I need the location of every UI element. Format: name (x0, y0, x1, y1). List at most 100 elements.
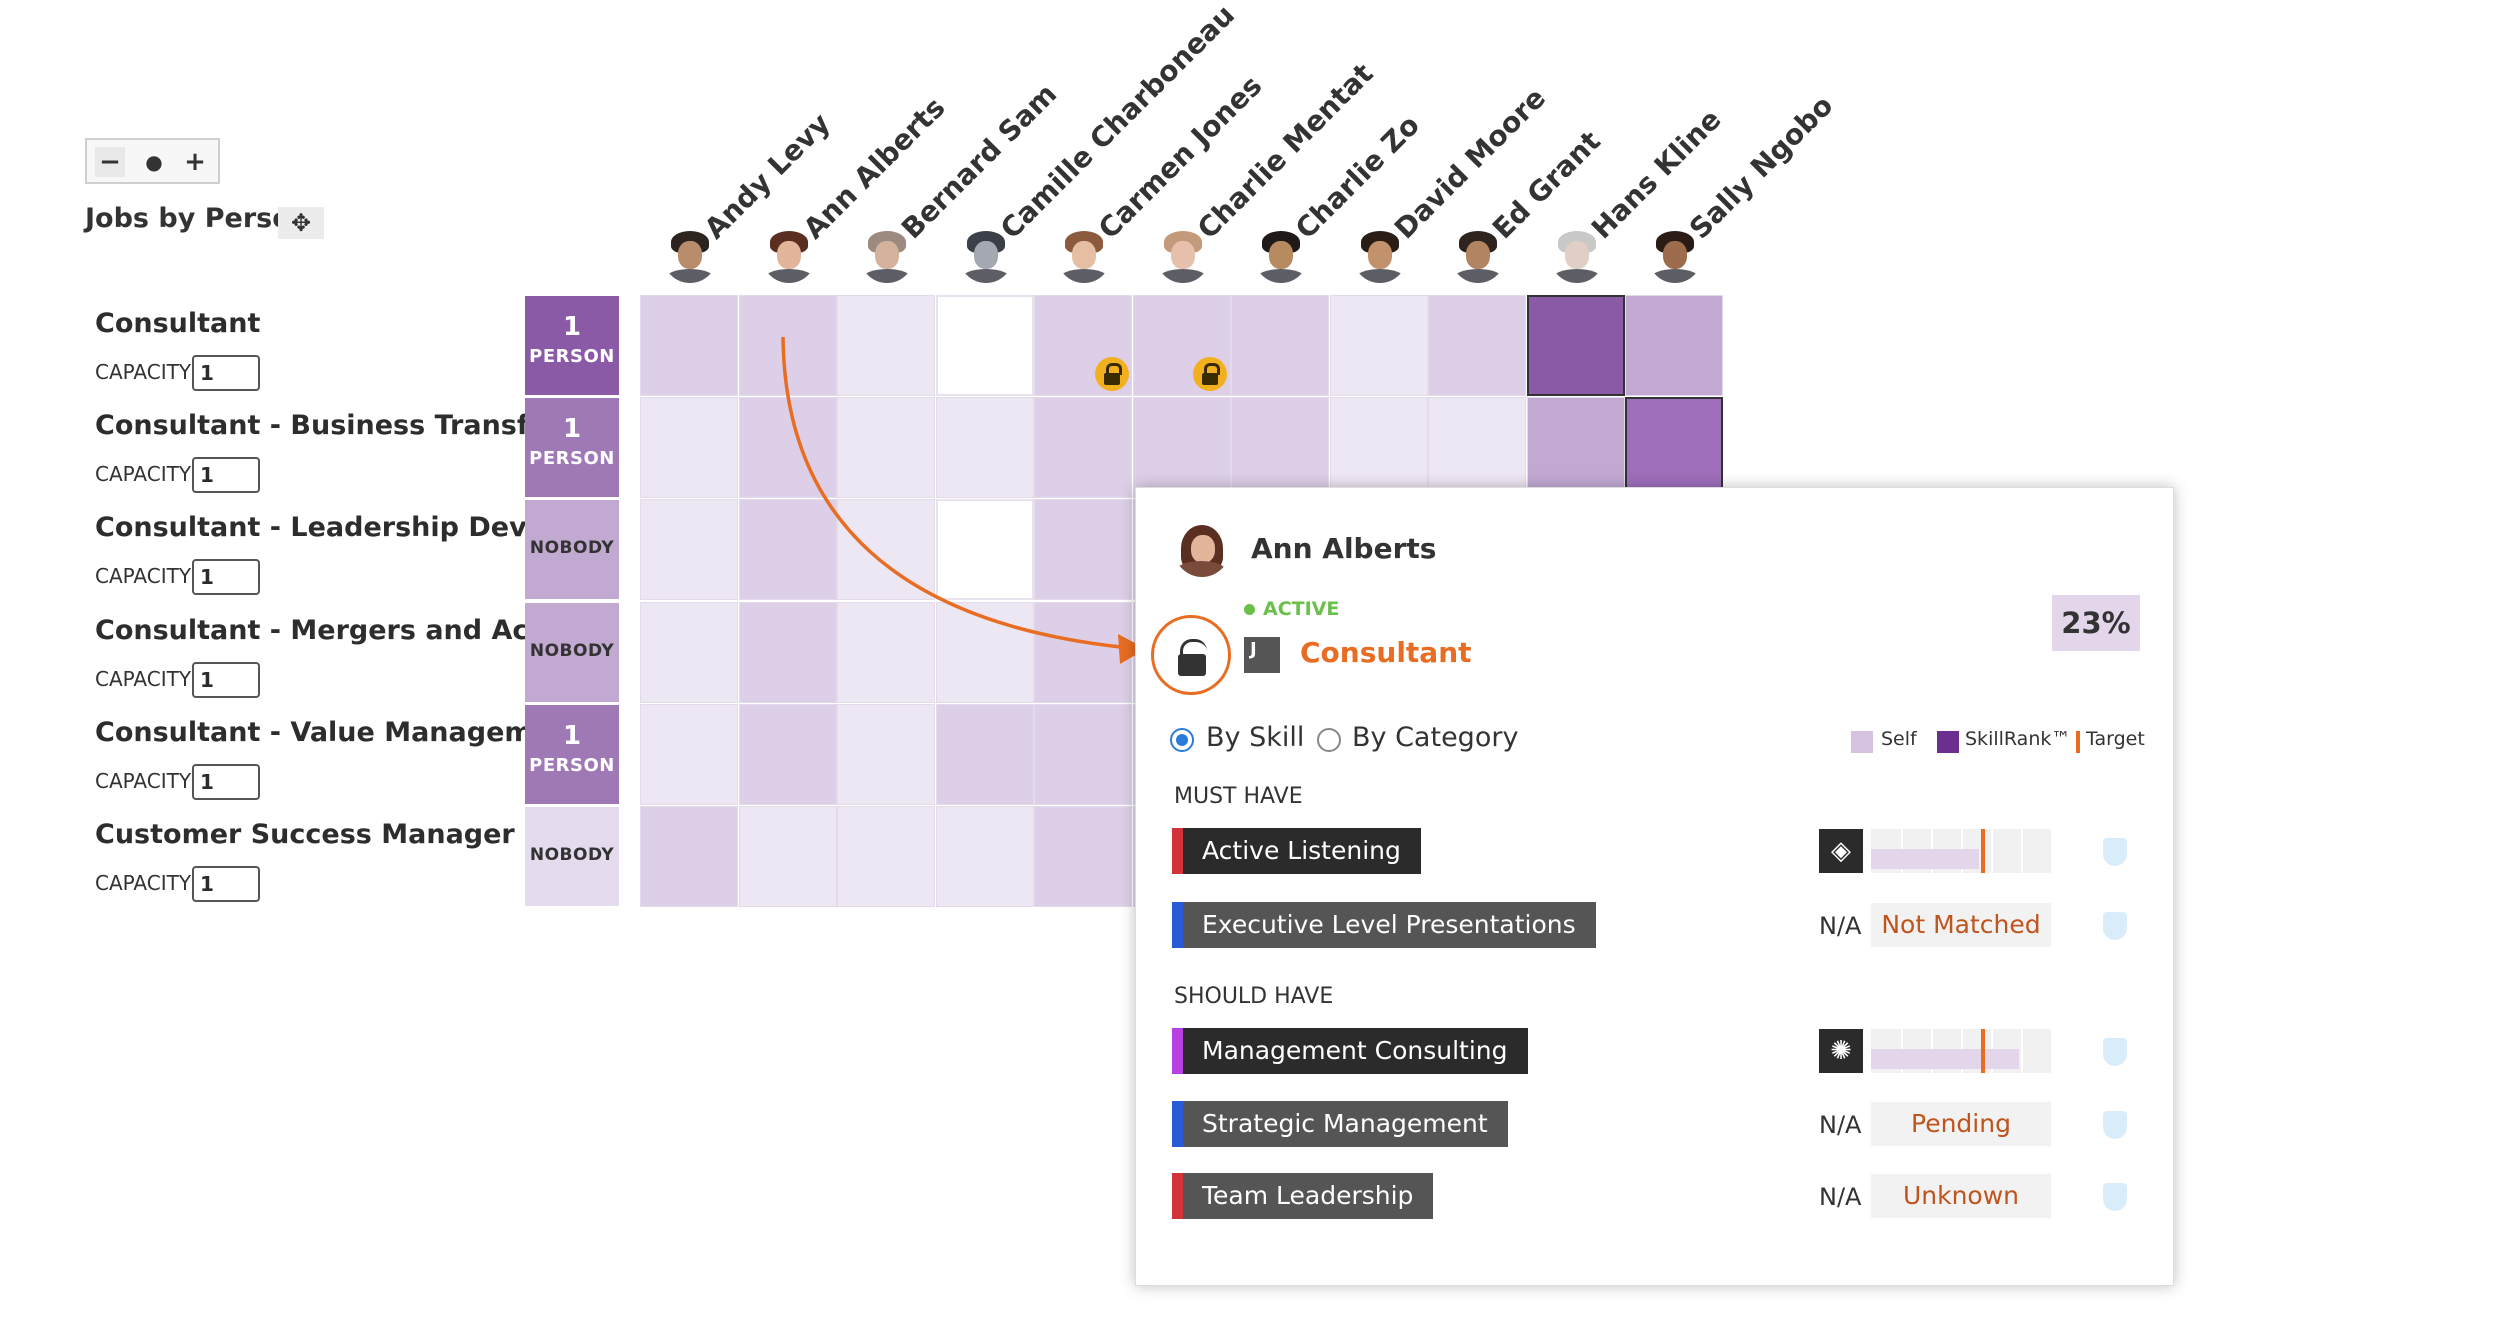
grid-cell[interactable] (837, 806, 935, 907)
grid-cell[interactable] (738, 703, 837, 805)
avatar (1254, 229, 1308, 283)
capacity-label: CAPACITY (95, 871, 192, 895)
grid-cell[interactable] (1625, 397, 1723, 499)
grid-cell[interactable] (1034, 806, 1132, 907)
avatar-shoulders (1059, 269, 1109, 283)
skill-color-bar (1172, 828, 1183, 874)
grid-cell[interactable] (1034, 499, 1132, 601)
grid-cell[interactable] (640, 397, 738, 499)
job-name[interactable]: Consultant (95, 308, 261, 339)
badge-label: PERSON (529, 448, 615, 470)
avatar (1648, 229, 1702, 283)
grid-cell[interactable] (935, 806, 1034, 907)
status-dot (1244, 604, 1255, 615)
grid-cell[interactable] (935, 397, 1034, 499)
grid-cell[interactable] (640, 499, 738, 601)
legend-self: Self (1881, 728, 1917, 750)
avatar-face (1170, 241, 1195, 269)
avatar-face (1367, 241, 1392, 269)
grid-cell[interactable] (640, 295, 738, 396)
grid-cell[interactable] (837, 601, 935, 703)
avatar-shoulders (763, 269, 814, 283)
capacity-input[interactable]: 1 (192, 763, 260, 800)
by-skill-radio[interactable] (1170, 728, 1194, 752)
zoom-reset-button[interactable]: ● (145, 150, 163, 174)
popup-job-title[interactable]: Consultant (1300, 636, 1472, 669)
grid-cell[interactable] (935, 703, 1034, 805)
capacity-input[interactable]: 1 (192, 355, 260, 391)
meter-tick (2021, 1029, 2023, 1073)
avatar (860, 229, 914, 283)
shield-icon[interactable] (2103, 912, 2127, 940)
job-name[interactable]: Consultant - Business Transfor... (95, 410, 588, 442)
grid-cell[interactable] (738, 806, 837, 907)
skill-chip[interactable]: Active Listening (1172, 828, 1421, 874)
shield-icon[interactable] (2103, 1110, 2127, 1139)
grid-cell[interactable] (837, 499, 935, 601)
by-skill-label[interactable]: By Skill (1206, 722, 1305, 753)
grid-cell[interactable] (738, 601, 837, 703)
grid-cell[interactable] (1428, 295, 1526, 396)
grid-cell[interactable] (1329, 397, 1428, 499)
grid-cell[interactable] (1329, 295, 1428, 396)
avatar-shoulders (960, 269, 1011, 283)
grid-cell[interactable] (1034, 397, 1132, 499)
grid-cell[interactable] (1526, 295, 1625, 396)
lock-icon[interactable] (1193, 357, 1227, 391)
capacity-label: CAPACITY (95, 768, 192, 793)
skill-chip[interactable]: Executive Level Presentations (1172, 902, 1596, 948)
avatar-shoulders (862, 269, 912, 283)
job-name[interactable]: Consultant - Value Manageme... (95, 716, 582, 748)
job-name[interactable]: Consultant - Leadership Devel... (95, 512, 586, 544)
shield-icon[interactable] (2103, 1183, 2127, 1211)
capacity-label: CAPACITY (95, 462, 192, 487)
move-icon[interactable]: ✥ (278, 207, 324, 239)
grid-cell[interactable] (640, 601, 738, 703)
job-name[interactable]: Consultant - Mergers and Acqu... (95, 614, 598, 646)
legend-target: Target (2086, 728, 2145, 750)
shield-icon[interactable] (2103, 838, 2127, 866)
job-name[interactable]: Customer Success Manager (95, 819, 515, 850)
grid-cell[interactable] (640, 703, 738, 805)
grid-cell[interactable] (738, 499, 837, 601)
capacity-label: CAPACITY (95, 360, 192, 384)
unlock-icon[interactable] (1151, 615, 1231, 695)
legend-self-swatch (1851, 731, 1873, 753)
zoom-out-button[interactable]: − (95, 147, 125, 177)
grid-cell[interactable] (1034, 703, 1132, 805)
match-result: Pending (1871, 1101, 2051, 1146)
grid-cell[interactable] (1526, 397, 1625, 499)
avatar (959, 229, 1013, 283)
by-category-radio[interactable] (1317, 728, 1341, 752)
grid-cell[interactable] (935, 295, 1034, 396)
status-badge: ACTIVE (1263, 598, 1340, 620)
capacity-input[interactable]: 1 (192, 661, 260, 698)
capacity-input[interactable]: 1 (192, 457, 260, 494)
grid-cell[interactable] (837, 703, 935, 805)
grid-cell[interactable] (1132, 397, 1231, 499)
grid-cell[interactable] (837, 397, 935, 499)
zoom-in-button[interactable]: + (184, 147, 206, 177)
skill-chip[interactable]: Strategic Management (1172, 1100, 1508, 1147)
skill-chip[interactable]: Team Leadership (1172, 1173, 1434, 1219)
assignment-badge: NOBODY (525, 602, 619, 702)
legend-skillrank-swatch (1937, 731, 1959, 753)
skill-chip[interactable]: Management Consulting (1172, 1028, 1528, 1074)
capacity-input[interactable]: 1 (192, 866, 260, 902)
grid-cell[interactable] (935, 499, 1034, 601)
avatar-shoulders (665, 269, 715, 283)
not-applicable: N/A (1819, 1110, 1862, 1139)
by-category-label[interactable]: By Category (1352, 722, 1519, 753)
skill-color-bar (1172, 1173, 1183, 1219)
avatar (1353, 229, 1407, 283)
grid-cell[interactable] (738, 295, 837, 396)
capacity-input[interactable]: 1 (192, 559, 260, 596)
grid-cell[interactable] (1231, 295, 1329, 396)
grid-cell[interactable] (1625, 295, 1723, 396)
avatar-face (1564, 241, 1589, 269)
assignment-badge: 1 PERSON (525, 296, 619, 395)
lock-icon[interactable] (1095, 357, 1129, 391)
grid-cell[interactable] (640, 806, 738, 907)
grid-cell[interactable] (837, 295, 935, 396)
shield-icon[interactable] (2103, 1038, 2127, 1066)
